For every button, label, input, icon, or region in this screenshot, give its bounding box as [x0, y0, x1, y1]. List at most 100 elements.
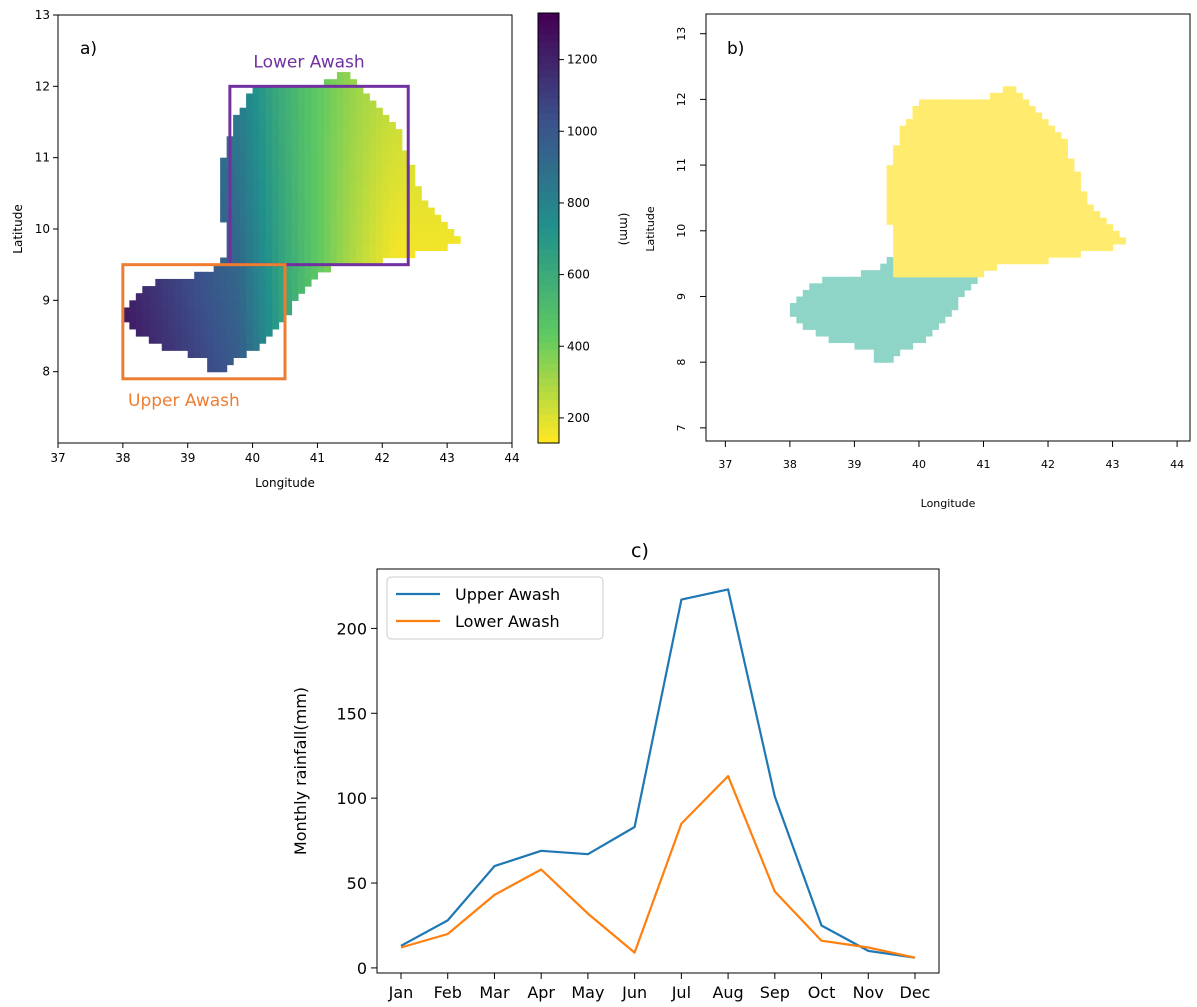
raster-cell	[395, 157, 403, 166]
raster-cell	[174, 343, 182, 351]
raster-cell	[252, 229, 260, 237]
colorbar-step	[538, 299, 559, 308]
raster-cell	[343, 72, 351, 80]
x-tick-label: Jan	[388, 983, 414, 1002]
raster-cell	[259, 100, 267, 109]
raster-cell	[356, 114, 364, 123]
basin-cell	[906, 316, 914, 324]
basin-cell	[977, 211, 985, 219]
basin-cell	[1112, 230, 1120, 238]
raster-cell	[265, 179, 273, 187]
raster-cell	[239, 336, 247, 344]
raster-cell	[317, 186, 325, 194]
raster-cell	[382, 136, 390, 144]
basin-cell	[822, 316, 830, 324]
region-box	[228, 84, 410, 267]
basin-cell	[1048, 178, 1056, 186]
raster-cell	[304, 157, 312, 166]
basin-cell	[977, 145, 985, 153]
raster-cell	[239, 164, 247, 173]
raster-cell	[304, 86, 312, 95]
raster-cell	[401, 157, 409, 166]
basin-cell	[938, 119, 946, 127]
basin-cell	[957, 224, 965, 232]
raster-cell	[174, 300, 182, 309]
raster-cell	[272, 171, 280, 180]
basin-cell	[822, 289, 830, 298]
raster-cell	[239, 171, 247, 180]
raster-cell	[278, 122, 286, 130]
raster-cell	[310, 236, 319, 244]
raster-cell	[330, 143, 338, 152]
x-tick-label: 41	[976, 458, 990, 471]
basin-cell	[893, 230, 901, 238]
basin-cell	[1028, 158, 1036, 166]
raster-cell	[408, 179, 416, 187]
raster-cell	[427, 229, 435, 237]
raster-cell	[233, 164, 241, 173]
raster-cell	[401, 207, 409, 216]
panel-b-label: b)	[727, 39, 744, 59]
basin-cell	[886, 263, 894, 271]
colorbar-step	[538, 271, 559, 279]
basin-cell	[873, 270, 881, 278]
basin-cell	[1002, 105, 1010, 114]
basin-cell	[1015, 151, 1023, 160]
raster-cell	[310, 193, 319, 202]
raster-cell	[395, 207, 403, 216]
basin-cell	[1067, 217, 1075, 225]
raster-cell	[356, 143, 364, 152]
raster-cell	[356, 200, 364, 209]
raster-cell	[388, 171, 396, 180]
basin-cell	[983, 138, 991, 146]
raster-cell	[408, 164, 416, 173]
basin-cell	[1035, 224, 1043, 232]
raster-cell	[142, 286, 150, 294]
basin-cell	[1015, 112, 1023, 120]
raster-cell	[323, 143, 331, 152]
raster-cell	[317, 236, 325, 244]
raster-cell	[181, 343, 189, 351]
raster-cell	[161, 278, 169, 287]
basin-cell	[938, 316, 946, 324]
raster-cell	[265, 314, 273, 323]
colorbar-step	[538, 428, 559, 437]
raster-cell	[401, 171, 409, 180]
basin-cell	[809, 322, 817, 330]
basin-cell	[989, 217, 997, 225]
basin-cell	[925, 303, 933, 311]
raster-cell	[356, 171, 364, 180]
raster-cell	[343, 150, 351, 159]
raster-cell	[181, 328, 189, 337]
raster-cell	[323, 200, 331, 209]
raster-cell	[285, 221, 293, 230]
basin-cell	[1009, 191, 1017, 199]
basin-cell	[964, 171, 972, 179]
raster-cell	[401, 250, 409, 259]
basin-cell	[996, 171, 1004, 179]
raster-cell	[356, 122, 364, 130]
basin-cell	[1060, 191, 1068, 199]
raster-cell	[297, 257, 306, 266]
basin-cell	[886, 191, 894, 199]
raster-cell	[259, 286, 267, 294]
basin-cell	[899, 316, 907, 324]
raster-cell	[155, 321, 163, 330]
raster-cell	[362, 257, 370, 266]
basin-cell	[1054, 197, 1062, 206]
basin-cell	[1022, 132, 1030, 140]
basin-cell	[1060, 204, 1068, 212]
x-tick-label: 41	[310, 451, 325, 465]
basin-cell	[1015, 178, 1023, 186]
raster-cell	[395, 186, 403, 194]
raster-cell	[349, 93, 357, 102]
colorbar-step	[538, 13, 559, 21]
basin-cell	[1009, 224, 1017, 232]
raster-cell	[278, 93, 286, 102]
raster-cell	[343, 164, 351, 173]
basin-cell	[925, 191, 933, 199]
raster-cell	[252, 143, 260, 152]
basin-cell	[1022, 257, 1030, 265]
basin-cell	[1002, 119, 1010, 127]
basin-cell	[957, 270, 965, 278]
